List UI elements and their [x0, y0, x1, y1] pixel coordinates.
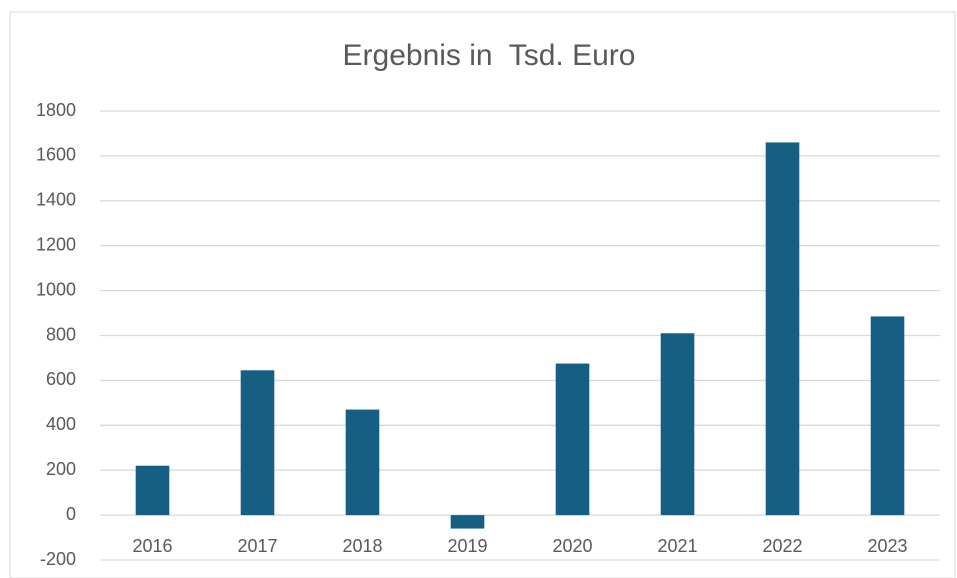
x-tick-label: 2016: [132, 536, 172, 556]
y-tick-label: 1400: [36, 190, 76, 210]
x-tick-label: 2019: [447, 536, 487, 556]
y-tick-label: 1000: [36, 279, 76, 299]
y-tick-label: -200: [40, 549, 76, 569]
chart-title: Ergebnis in Tsd. Euro: [343, 39, 636, 72]
x-tick-label: 2023: [867, 536, 907, 556]
bar: [450, 515, 485, 529]
x-tick-label: 2021: [657, 536, 697, 556]
y-tick-label: 800: [46, 324, 76, 344]
y-tick-label: 600: [46, 369, 76, 389]
y-tick-label: 1200: [36, 234, 76, 254]
y-tick-label: 200: [46, 459, 76, 479]
x-tick-label: 2022: [762, 536, 802, 556]
bar: [870, 316, 905, 516]
bar: [135, 465, 170, 516]
bar: [765, 142, 800, 516]
x-tick-label: 2018: [342, 536, 382, 556]
y-tick-label: 400: [46, 414, 76, 434]
y-tick-label: 1600: [36, 145, 76, 165]
bar: [555, 363, 590, 516]
x-tick-label: 2017: [237, 536, 277, 556]
bar: [240, 370, 275, 516]
bar: [345, 409, 380, 516]
y-tick-label: 0: [66, 504, 76, 524]
y-tick-label: 1800: [36, 100, 76, 120]
bar: [660, 333, 695, 516]
x-tick-label: 2020: [552, 536, 592, 556]
